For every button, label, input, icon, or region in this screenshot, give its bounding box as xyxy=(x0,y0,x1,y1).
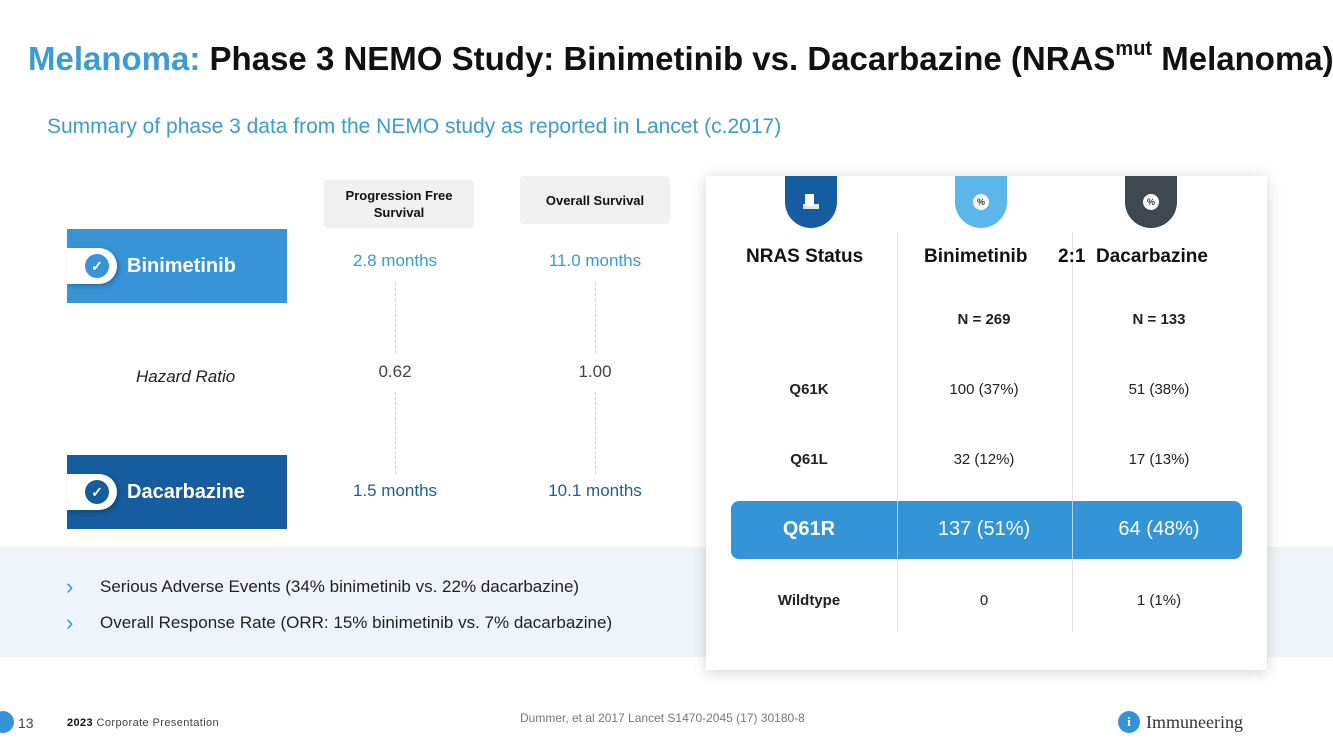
bini-n: N = 269 xyxy=(957,311,1011,328)
page-subtitle: Summary of phase 3 data from the NEMO st… xyxy=(47,115,782,138)
dashed-connector xyxy=(395,392,396,474)
hr-os-value: 1.00 xyxy=(578,362,612,381)
pfs-header: Progression Free Survival xyxy=(324,180,474,228)
binimetinib-label: Binimetinib xyxy=(127,254,236,277)
title-superscript: mut xyxy=(1115,38,1153,60)
row-bini: 32 (12%) xyxy=(953,451,1015,468)
footer-label: 2023 Corporate Presentation xyxy=(67,717,219,729)
dacarbazine-box: ✓ Dacarbazine xyxy=(67,455,287,529)
check-icon: ✓ xyxy=(85,254,109,278)
os-header: Overall Survival xyxy=(520,176,670,224)
chevron-right-icon: › xyxy=(66,610,74,635)
company-logo: i Immuneering xyxy=(1118,711,1243,733)
title-highlight: Melanoma: xyxy=(28,40,201,77)
logo-text: Immuneering xyxy=(1146,711,1243,732)
row-bini: 0 xyxy=(979,592,989,609)
column-divider xyxy=(1072,232,1073,632)
nras-status-header: NRAS Status xyxy=(746,246,864,267)
page-number: 13 xyxy=(18,715,34,731)
ratio-label: 2:1 xyxy=(1058,246,1086,267)
bullet-item: › Overall Response Rate (ORR: 15% binime… xyxy=(66,610,612,636)
row-status: Q61K xyxy=(789,381,829,398)
bullet-item: › Serious Adverse Events (34% binimetini… xyxy=(66,574,579,600)
row-status: Wildtype xyxy=(777,592,841,609)
row-separator xyxy=(1072,501,1073,559)
bini-pfs-value: 2.8 months xyxy=(352,251,438,270)
row-dac: 17 (13%) xyxy=(1128,451,1190,468)
check-tab: ✓ xyxy=(67,474,117,510)
hr-pfs-value: 0.62 xyxy=(378,362,412,381)
citation: Dummer, et al 2017 Lancet S1470-2045 (17… xyxy=(520,711,805,725)
dacarbazine-label: Dacarbazine xyxy=(127,480,245,503)
row-dac: 1 (1%) xyxy=(1136,592,1182,609)
dac-n: N = 133 xyxy=(1132,311,1186,328)
document-icon xyxy=(785,176,837,228)
row-separator xyxy=(897,501,898,559)
row-dac: 51 (38%) xyxy=(1128,381,1190,398)
bullet-text: Overall Response Rate (ORR: 15% binimeti… xyxy=(100,613,613,632)
row-status: Q61R xyxy=(782,518,836,540)
bullet-text: Serious Adverse Events (34% binimetinib … xyxy=(100,577,580,596)
hazard-ratio-label: Hazard Ratio xyxy=(136,367,236,386)
footer-corp: Corporate Presentation xyxy=(96,717,220,729)
binimetinib-box: ✓ Binimetinib xyxy=(67,229,287,303)
chevron-right-icon: › xyxy=(66,574,74,599)
logo-icon: i xyxy=(1118,711,1140,733)
title-end: Melanoma) xyxy=(1161,40,1333,77)
row-dac: 64 (48%) xyxy=(1118,518,1200,540)
title-main: Phase 3 NEMO Study: Binimetinib vs. Daca… xyxy=(209,40,1116,77)
percent-icon: % xyxy=(955,176,1007,228)
column-divider xyxy=(897,232,898,632)
footer-year: 2023 xyxy=(67,717,94,729)
row-bini: 100 (37%) xyxy=(949,381,1019,398)
dashed-connector xyxy=(595,392,596,474)
dac-os-value: 10.1 months xyxy=(548,481,642,500)
highlighted-row: Q61R 137 (51%) 64 (48%) xyxy=(731,501,1242,559)
binimetinib-header: Binimetinib xyxy=(924,246,1028,267)
dashed-connector xyxy=(395,283,396,353)
check-tab: ✓ xyxy=(67,248,117,284)
page-indicator xyxy=(0,711,14,733)
bini-os-value: 11.0 months xyxy=(548,251,642,270)
check-icon: ✓ xyxy=(85,480,109,504)
dac-pfs-value: 1.5 months xyxy=(352,481,438,500)
row-bini: 137 (51%) xyxy=(937,518,1031,540)
row-status: Q61L xyxy=(790,451,828,468)
percent-icon: % xyxy=(1125,176,1177,228)
dashed-connector xyxy=(595,283,596,353)
nras-status-table xyxy=(706,176,1267,670)
dacarbazine-header: Dacarbazine xyxy=(1096,246,1208,267)
page-title: Melanoma: Phase 3 NEMO Study: Binimetini… xyxy=(28,38,1333,78)
